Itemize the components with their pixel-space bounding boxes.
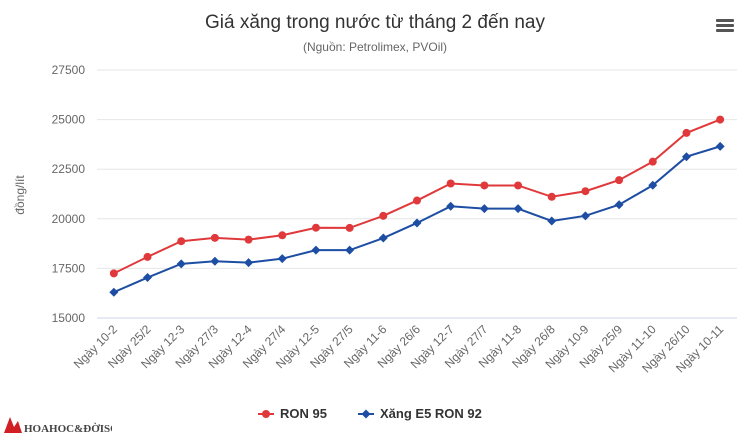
data-point[interactable]: [681, 152, 691, 162]
data-point[interactable]: [311, 223, 320, 232]
data-point[interactable]: [446, 179, 455, 188]
data-point[interactable]: [177, 237, 186, 246]
legend-label: Xăng E5 RON 92: [380, 406, 482, 421]
legend: RON 95 Xăng E5 RON 92: [258, 406, 482, 421]
data-point[interactable]: [547, 216, 557, 226]
legend-item[interactable]: Xăng E5 RON 92: [358, 406, 482, 421]
data-point[interactable]: [143, 273, 153, 283]
data-point[interactable]: [682, 128, 691, 137]
data-point[interactable]: [514, 181, 523, 190]
data-point[interactable]: [648, 157, 657, 166]
data-point[interactable]: [479, 204, 489, 214]
data-point[interactable]: [210, 256, 220, 266]
grid-lines: [97, 69, 737, 319]
data-point[interactable]: [412, 218, 422, 228]
chart-subtitle: (Nguồn: Petrolimex, PVOil): [302, 40, 448, 54]
data-point[interactable]: [580, 211, 590, 221]
y-axis-title: đồng/lít: [13, 175, 27, 215]
data-point[interactable]: [345, 245, 355, 255]
series-line: [113, 118, 721, 275]
watermark-logo: HOAHOC&ĐỜISỐNG: [4, 417, 112, 435]
data-point[interactable]: [614, 200, 624, 210]
data-point[interactable]: [378, 233, 388, 243]
y-tick-label: 27500: [52, 63, 86, 77]
y-tick-label: 17500: [52, 261, 86, 275]
svg-text:HOAHOC&ĐỜISỐNG: HOAHOC&ĐỜISỐNG: [24, 422, 112, 435]
data-point[interactable]: [311, 245, 321, 255]
data-point[interactable]: [480, 181, 489, 190]
y-tick-label: 22500: [52, 162, 86, 176]
data-point[interactable]: [615, 176, 624, 185]
y-tick-label: 15000: [52, 311, 86, 325]
data-point[interactable]: [581, 187, 590, 196]
data-point[interactable]: [143, 252, 152, 261]
data-point[interactable]: [715, 141, 725, 151]
data-point[interactable]: [277, 254, 287, 264]
data-point[interactable]: [345, 223, 354, 232]
series-ron-95: [109, 115, 725, 278]
legend-item[interactable]: RON 95: [258, 406, 327, 421]
y-axis-ticks: 15000 17500 20000 22500 25000 27500: [52, 63, 86, 325]
data-point[interactable]: [278, 231, 287, 240]
chart-title: Giá xăng trong nước từ tháng 2 đến nay: [205, 12, 545, 33]
legend-label: RON 95: [280, 406, 327, 421]
data-point[interactable]: [513, 204, 523, 214]
y-tick-label: 25000: [52, 113, 86, 127]
series-e5-ron-92: [109, 141, 725, 297]
data-point[interactable]: [109, 269, 118, 278]
data-point[interactable]: [547, 192, 556, 201]
data-point[interactable]: [716, 115, 725, 124]
data-series: [109, 115, 725, 297]
data-point[interactable]: [210, 233, 219, 242]
hamburger-menu-icon[interactable]: [712, 16, 738, 38]
data-point[interactable]: [379, 211, 388, 220]
data-point[interactable]: [413, 196, 421, 205]
data-point[interactable]: [446, 201, 456, 211]
y-tick-label: 20000: [52, 212, 86, 226]
data-point[interactable]: [648, 180, 658, 190]
data-point[interactable]: [109, 287, 119, 297]
data-point[interactable]: [244, 258, 254, 268]
data-point[interactable]: [176, 259, 186, 269]
data-point[interactable]: [244, 235, 253, 244]
